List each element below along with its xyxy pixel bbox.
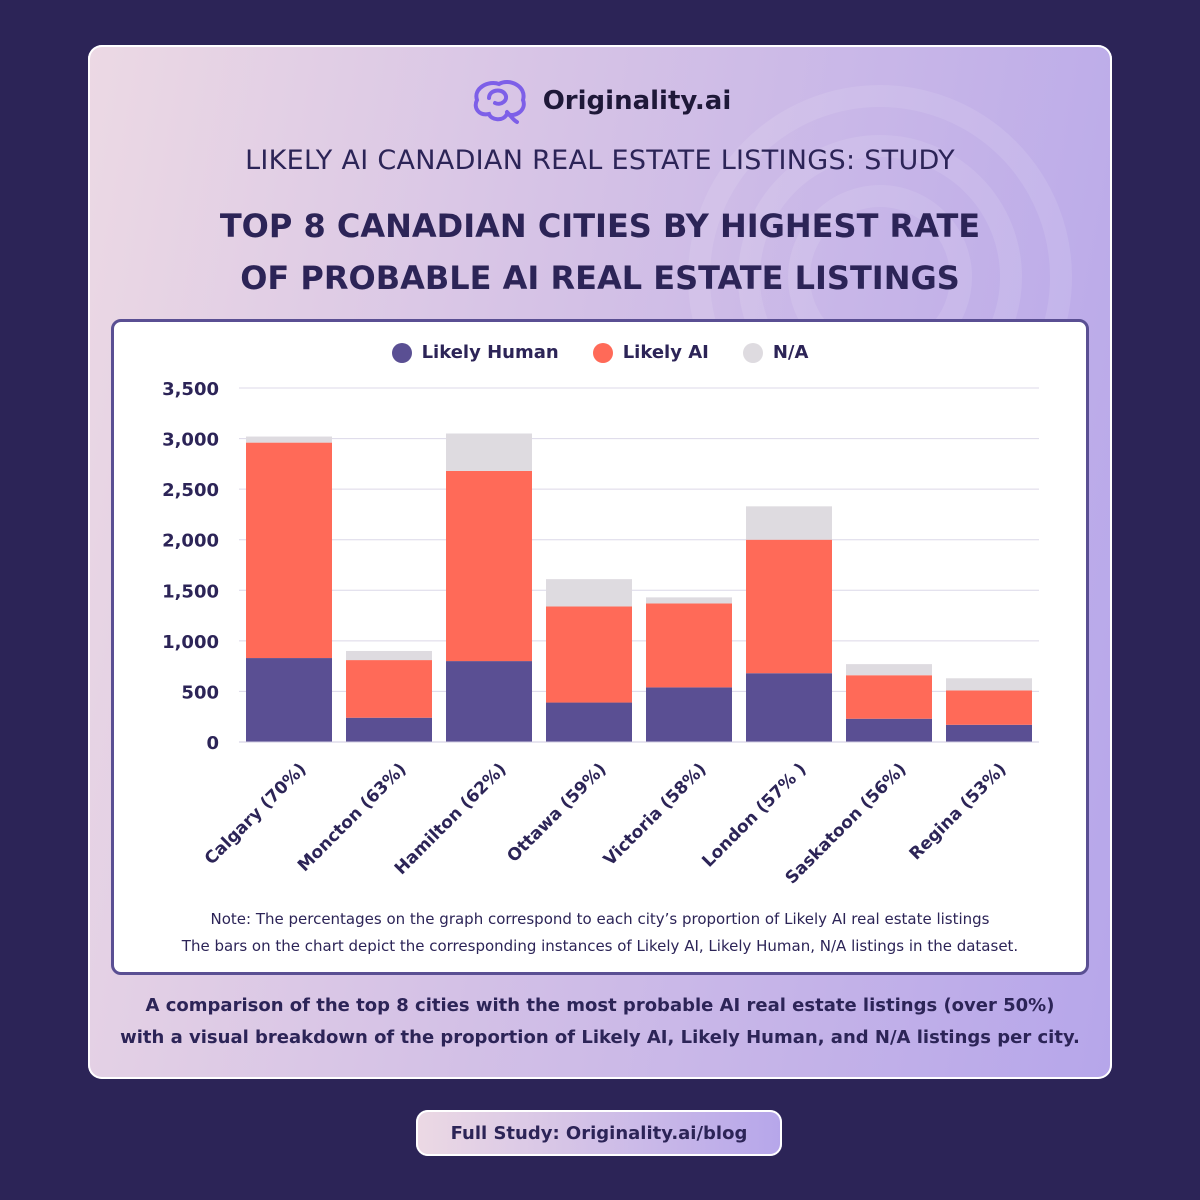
- bar-segment: [846, 718, 932, 742]
- bar-segment: [646, 687, 732, 742]
- y-tick-label: 2,000: [162, 531, 219, 552]
- y-tick-label: 2,500: [162, 480, 219, 501]
- brand-header: Originality.ai: [88, 73, 1112, 129]
- bar-segment: [946, 690, 1032, 725]
- bar-segment: [246, 658, 332, 742]
- bar-segment: [446, 470, 532, 662]
- bar-segment: [646, 603, 732, 688]
- brain-icon: [473, 80, 526, 124]
- chart-note: Note: The percentages on the graph corre…: [114, 906, 1086, 960]
- bar-segment: [346, 660, 432, 718]
- x-tick-label: Regina (53%): [906, 759, 1011, 864]
- legend-label-likely-ai: Likely AI: [622, 342, 709, 363]
- caption-line-1: A comparison of the top 8 cities with th…: [145, 995, 1055, 1016]
- title-line-1: TOP 8 CANADIAN CITIES BY HIGHEST RATE: [219, 207, 981, 245]
- legend-item-likely-human: Likely Human: [391, 342, 559, 363]
- x-tick-label: Moncton (63%): [294, 759, 411, 876]
- study-kicker: LIKELY AI CANADIAN REAL ESTATE LISTINGS:…: [245, 145, 955, 176]
- bar-segment: [846, 675, 932, 719]
- bar-segment: [746, 539, 832, 674]
- bar-segment: [646, 597, 732, 604]
- bar-segment: [746, 673, 832, 742]
- legend-label-likely-human: Likely Human: [421, 342, 559, 363]
- chart-title: TOP 8 CANADIAN CITIES BY HIGHEST RATE OF…: [88, 200, 1112, 304]
- bar-segment: [246, 436, 332, 443]
- y-tick-label: 1,000: [162, 632, 219, 653]
- y-tick-label: 0: [206, 733, 219, 754]
- x-tick-label: Hamilton (62%): [391, 759, 511, 879]
- stacked-bar-chart: 0 500 1,000 1,500 2,000 2,500 3,000 3,500 Calgar…: [162, 379, 1039, 888]
- bar-segment: [246, 442, 332, 659]
- y-tick-label: 1,500: [162, 581, 219, 602]
- note-line-2: The bars on the chart depict the corresp…: [181, 937, 1019, 955]
- bar-segment: [946, 678, 1032, 691]
- bar-segment: [846, 664, 932, 676]
- bar-segment: [446, 433, 532, 471]
- legend-swatch-likely-human: [391, 342, 412, 363]
- legend-swatch-likely-ai: [592, 342, 613, 363]
- x-tick-label: Calgary (70%): [201, 759, 311, 869]
- bar-segment: [746, 506, 832, 540]
- chart-legend: Likely Human Likely AI N/A: [114, 342, 1086, 363]
- bar-segment: [946, 724, 1032, 742]
- y-tick-label: 500: [181, 682, 219, 703]
- legend-item-likely-ai: Likely AI: [592, 342, 709, 363]
- note-line-1: Note: The percentages on the graph corre…: [210, 910, 990, 928]
- bar-segment: [346, 717, 432, 742]
- full-study-link[interactable]: Full Study: Originality.ai/blog: [416, 1110, 782, 1156]
- bar-segment: [546, 606, 632, 703]
- infographic-caption: A comparison of the top 8 cities with th…: [88, 990, 1112, 1054]
- y-tick-label: 3,500: [162, 379, 219, 400]
- legend-swatch-na: [742, 342, 763, 363]
- title-line-2: OF PROBABLE AI REAL ESTATE LISTINGS: [240, 259, 960, 297]
- bar-segment: [446, 661, 532, 742]
- x-tick-label: London (57% ): [698, 759, 810, 871]
- bar-segment: [546, 702, 632, 742]
- caption-line-2: with a visual breakdown of the proportio…: [120, 1027, 1080, 1048]
- infographic-card: Originality.ai LIKELY AI CANADIAN REAL E…: [88, 45, 1112, 1079]
- legend-item-na: N/A: [742, 342, 809, 363]
- legend-label-na: N/A: [772, 342, 809, 363]
- x-tick-label: Victoria (58%): [600, 759, 711, 870]
- x-tick-label: Ottawa (59%): [503, 759, 610, 866]
- bar-segment: [346, 650, 432, 661]
- y-tick-label: 3,000: [162, 430, 219, 451]
- brand-name: Originality.ai: [542, 86, 732, 116]
- chart-panel: Likely Human Likely AI N/A 0 500 1,000 1,50…: [111, 319, 1089, 975]
- bar-segment: [546, 579, 632, 607]
